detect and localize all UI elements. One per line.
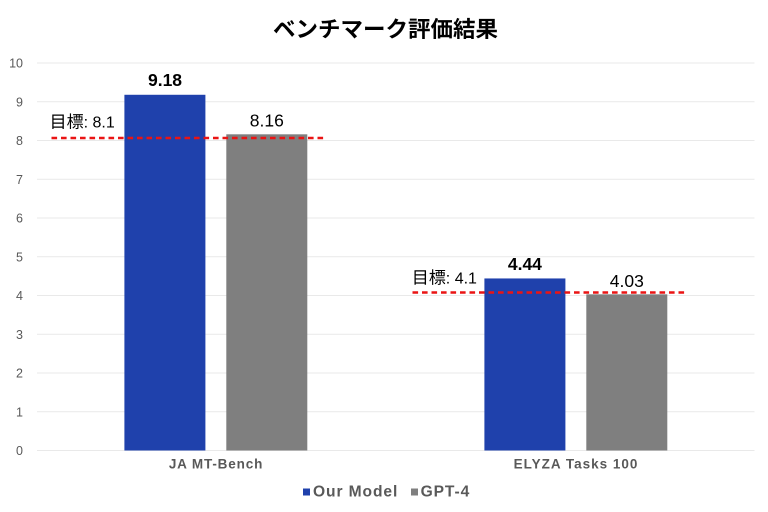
svg-text:4.44: 4.44 [508,254,542,274]
svg-text:9: 9 [16,95,23,109]
svg-text:JA MT-Bench: JA MT-Bench [169,457,263,472]
svg-text:2: 2 [16,367,23,381]
svg-text:3: 3 [16,328,23,342]
svg-text:7: 7 [16,173,23,187]
svg-text:8.16: 8.16 [250,111,284,131]
svg-text:ELYZA Tasks 100: ELYZA Tasks 100 [514,457,639,472]
svg-text:6: 6 [16,212,23,226]
svg-text:4: 4 [16,289,23,303]
svg-text:8: 8 [16,134,23,148]
svg-text:1: 1 [16,405,23,419]
svg-text:: 4.1: : 4.1 [446,271,477,288]
svg-text:: 8.1: : 8.1 [84,115,115,132]
svg-text:GPT-4: GPT-4 [421,484,471,501]
svg-text:4.03: 4.03 [610,271,644,291]
svg-text:5: 5 [16,250,23,264]
svg-text:9.18: 9.18 [148,70,182,90]
svg-text:10: 10 [9,57,23,71]
svg-text:Our Model: Our Model [313,484,398,501]
svg-text:0: 0 [16,444,23,458]
